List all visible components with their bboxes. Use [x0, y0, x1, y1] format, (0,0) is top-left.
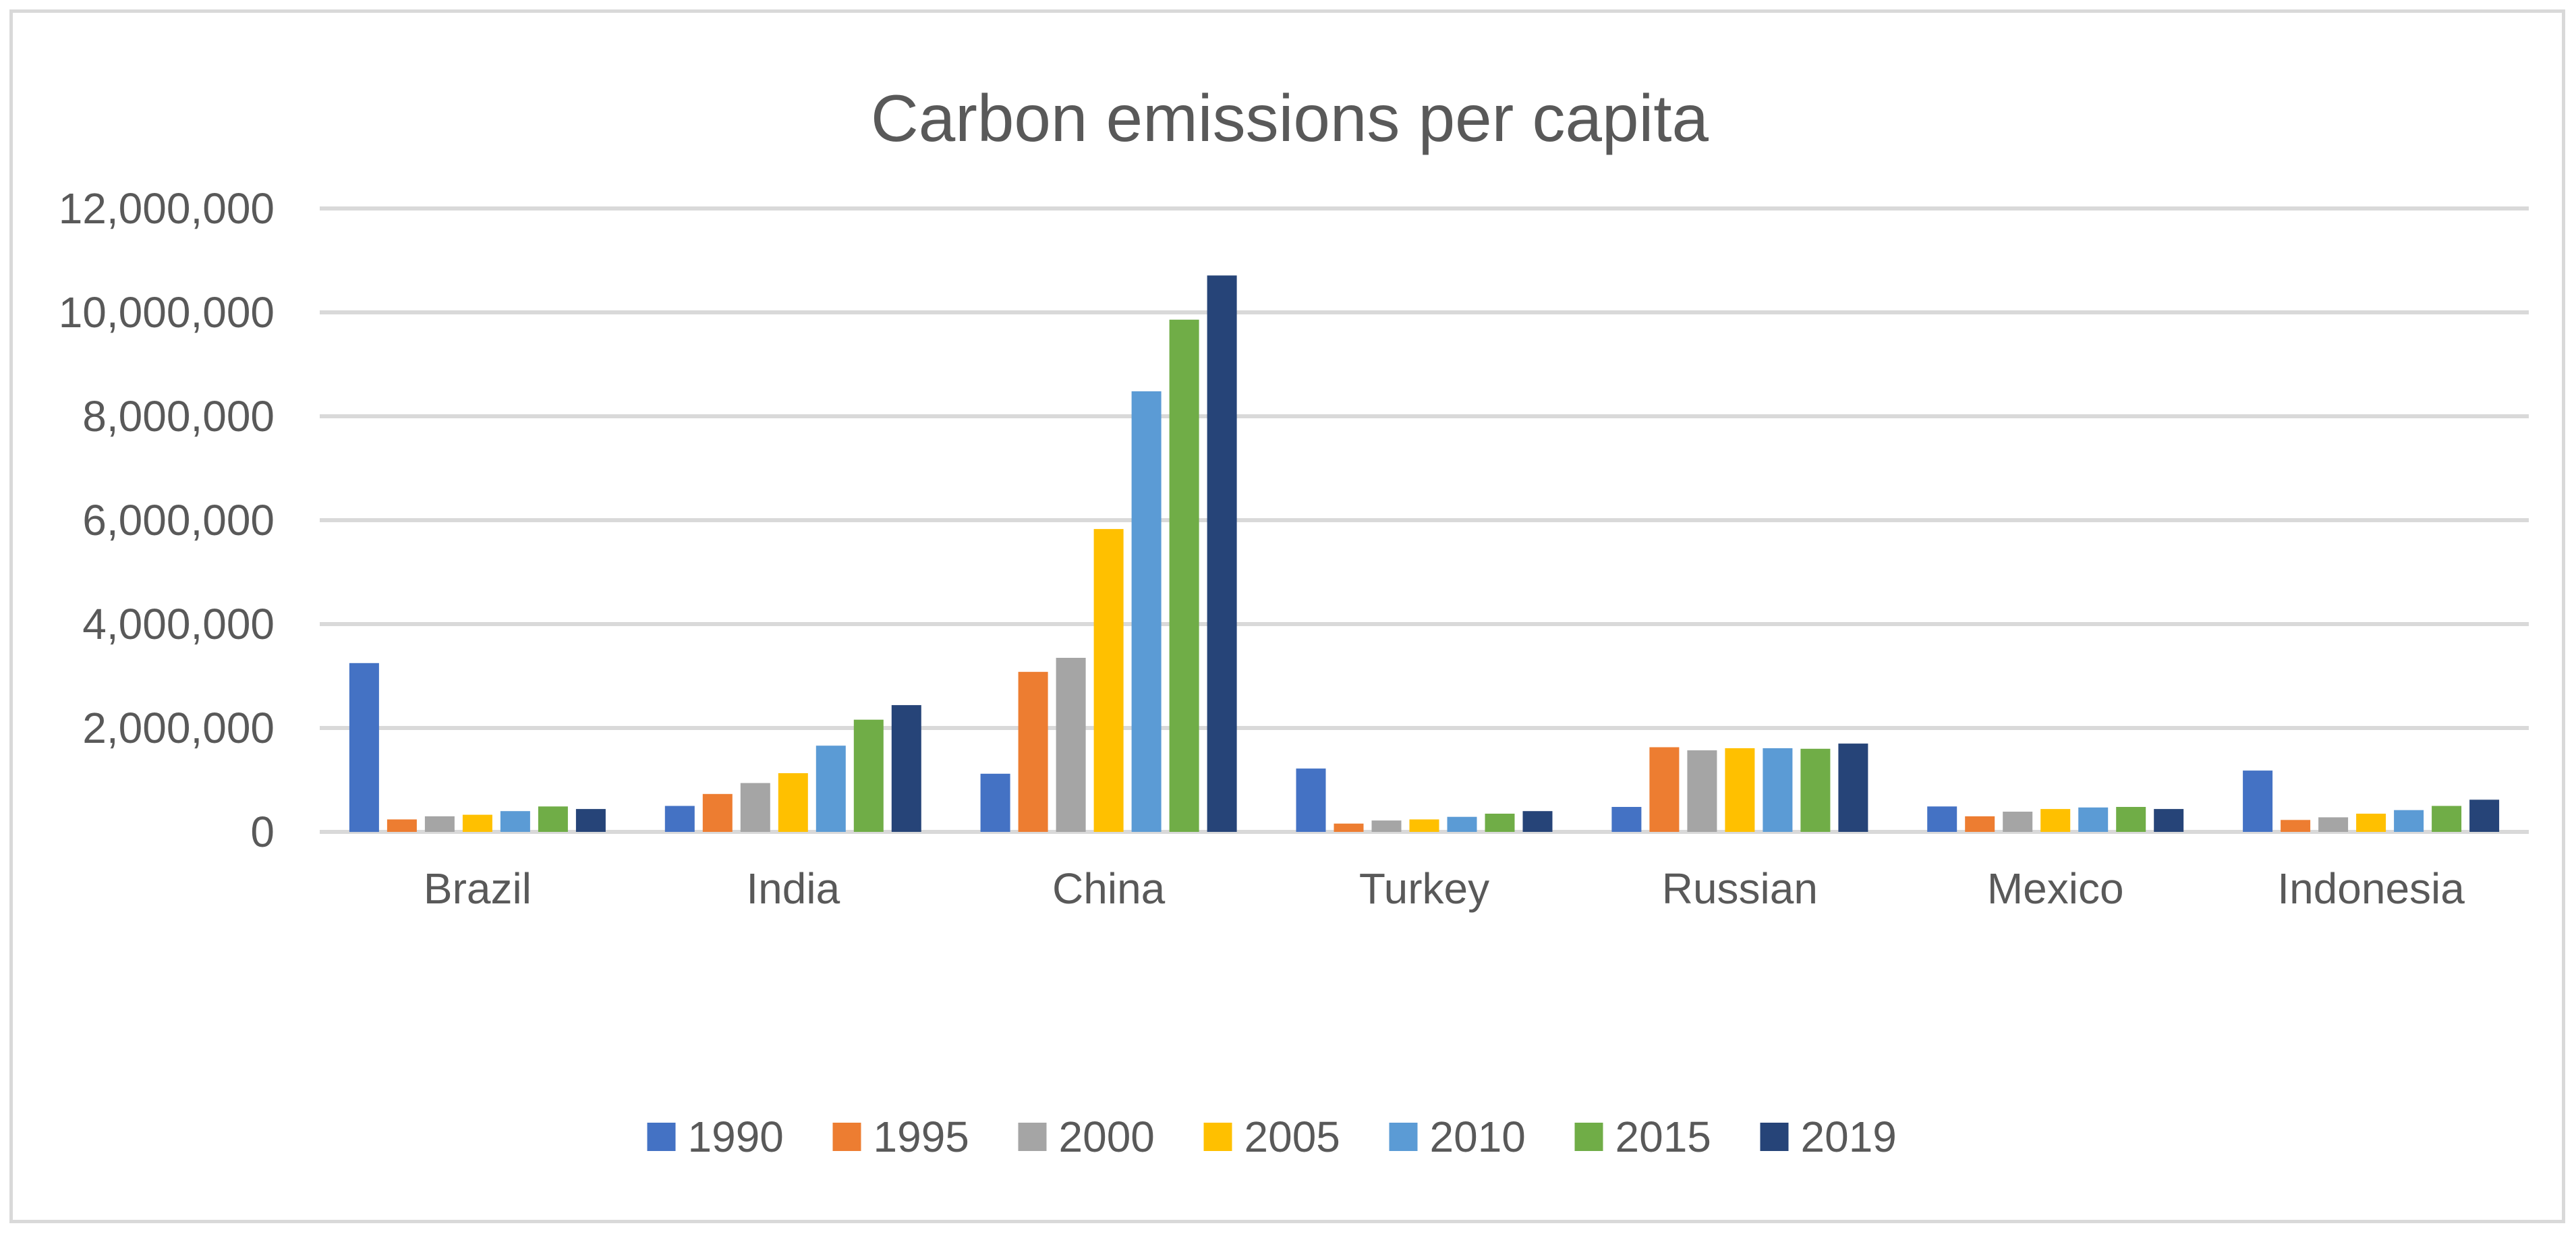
bar-indonesia-2000 — [2318, 817, 2349, 832]
bar-brazil-1995 — [387, 819, 417, 832]
bar-russian-2019 — [1838, 744, 1868, 832]
legend-swatch-1990 — [647, 1123, 676, 1151]
bar-brazil-2015 — [538, 806, 568, 832]
bar-india-1995 — [702, 793, 733, 832]
bar-brazil-2005 — [462, 814, 492, 832]
legend-swatch-2000 — [1018, 1123, 1047, 1151]
bar-china-2010 — [1131, 391, 1162, 832]
bar-indonesia-2010 — [2394, 810, 2424, 832]
x-category-label: China — [1052, 864, 1166, 913]
bar-china-1990 — [980, 773, 1010, 832]
legend-swatch-2005 — [1203, 1123, 1232, 1151]
bar-china-1995 — [1018, 671, 1048, 832]
y-tick-label: 6,000,000 — [82, 496, 275, 544]
x-category-label: Russian — [1662, 864, 1818, 913]
bar-russian-2015 — [1800, 748, 1831, 832]
bar-mexico-1990 — [1927, 806, 1957, 832]
bar-turkey-1995 — [1334, 823, 1364, 832]
bar-india-1990 — [664, 806, 695, 832]
y-tick-label: 8,000,000 — [82, 392, 275, 441]
bar-mexico-2019 — [2154, 809, 2184, 832]
legend-label-2000: 2000 — [1059, 1113, 1155, 1161]
bar-russian-1990 — [1611, 807, 1642, 832]
legend-label-2015: 2015 — [1615, 1113, 1711, 1161]
bar-india-2000 — [740, 783, 770, 832]
bar-indonesia-1990 — [2243, 770, 2273, 832]
y-tick-label: 2,000,000 — [82, 704, 275, 752]
legend-swatch-1995 — [832, 1123, 861, 1151]
bar-russian-2005 — [1725, 748, 1755, 832]
legend-swatch-2019 — [1760, 1123, 1789, 1151]
legend-label-1990: 1990 — [688, 1113, 784, 1161]
bar-india-2010 — [815, 746, 846, 832]
bar-brazil-2010 — [500, 811, 530, 832]
bar-russian-1995 — [1649, 747, 1680, 832]
bar-indonesia-1995 — [2281, 820, 2311, 832]
bar-indonesia-2005 — [2356, 814, 2386, 832]
bar-china-2019 — [1207, 275, 1237, 832]
bar-india-2015 — [853, 719, 884, 832]
y-tick-label: 10,000,000 — [59, 288, 275, 337]
chart-title: Carbon emissions per capita — [871, 81, 1709, 155]
chart-frame: Carbon emissions per capita 0 2,000,000 4,… — [9, 9, 2565, 1223]
bar-india-2019 — [891, 705, 921, 832]
legend-label-1995: 1995 — [874, 1113, 969, 1161]
bar-brazil-1990 — [349, 663, 379, 833]
bar-chart: Carbon emissions per capita 0 2,000,000 4,… — [59, 81, 2529, 1161]
bar-mexico-1995 — [1965, 816, 1995, 832]
bar-turkey-2019 — [1522, 811, 1553, 832]
bar-indonesia-2019 — [2469, 800, 2500, 832]
bar-turkey-2010 — [1447, 816, 1477, 832]
bar-china-2015 — [1169, 319, 1199, 832]
bar-mexico-2010 — [2078, 807, 2109, 832]
bar-china-2005 — [1093, 529, 1124, 832]
x-axis-category-labels: Brazil India China Turkey Russian Mexico Indon… — [424, 864, 2465, 913]
legend: 1990 1995 2000 2005 2010 2015 2019 — [647, 1113, 1897, 1161]
legend-swatch-2015 — [1574, 1123, 1603, 1151]
bar-brazil-2000 — [424, 816, 455, 832]
bar-mexico-2015 — [2116, 807, 2146, 832]
x-category-label: Mexico — [1987, 864, 2124, 913]
bar-turkey-1990 — [1296, 768, 1326, 832]
bar-brazil-2019 — [575, 809, 606, 832]
bar-mexico-2005 — [2040, 809, 2071, 832]
legend-swatch-2010 — [1389, 1123, 1418, 1151]
y-tick-label: 12,000,000 — [59, 184, 275, 233]
bars — [349, 275, 2500, 833]
gridlines — [320, 206, 2529, 834]
bar-russian-2000 — [1687, 750, 1717, 832]
bar-turkey-2015 — [1485, 814, 1515, 832]
bar-turkey-2000 — [1371, 820, 1402, 832]
bar-russian-2010 — [1763, 748, 1793, 832]
bar-india-2005 — [778, 773, 808, 832]
legend-label-2010: 2010 — [1430, 1113, 1526, 1161]
legend-label-2005: 2005 — [1244, 1113, 1340, 1161]
x-category-label: Turkey — [1359, 864, 1489, 913]
x-category-label: India — [746, 864, 840, 913]
y-tick-label: 0 — [250, 808, 275, 856]
y-tick-label: 4,000,000 — [82, 600, 275, 648]
bar-mexico-2000 — [2003, 812, 2033, 832]
bar-indonesia-2015 — [2432, 806, 2462, 832]
y-axis-tick-labels: 0 2,000,000 4,000,000 6,000,000 8,000,000 10,… — [59, 184, 275, 856]
x-category-label: Brazil — [424, 864, 532, 913]
x-category-label: Indonesia — [2277, 864, 2465, 913]
bar-turkey-2005 — [1409, 819, 1439, 832]
legend-label-2019: 2019 — [1801, 1113, 1897, 1161]
bar-china-2000 — [1056, 658, 1086, 832]
